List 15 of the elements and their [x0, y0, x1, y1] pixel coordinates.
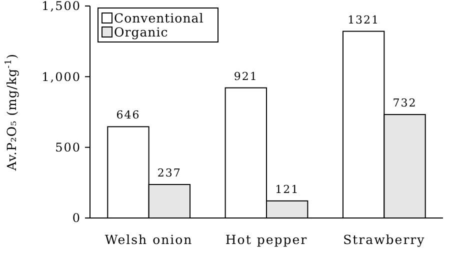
y-tick-label: 0: [72, 211, 81, 226]
y-tick-label: 500: [55, 140, 81, 155]
data-label: 646: [116, 108, 140, 122]
x-tick-label: Hot pepper: [225, 232, 308, 247]
legend-label: Organic: [114, 24, 168, 40]
y-tick-label: 1,500: [42, 0, 81, 14]
x-tick-label: Strawberry: [343, 232, 426, 247]
legend-label: Conventional: [114, 10, 204, 26]
data-label: 121: [275, 182, 300, 196]
data-label: 732: [392, 96, 417, 110]
data-label: 237: [157, 166, 182, 180]
data-label: 921: [234, 70, 258, 83]
x-tick-label: Welsh onion: [104, 232, 193, 247]
data-label: 1321: [348, 13, 380, 26]
y-tick-label: 1,000: [42, 70, 81, 84]
